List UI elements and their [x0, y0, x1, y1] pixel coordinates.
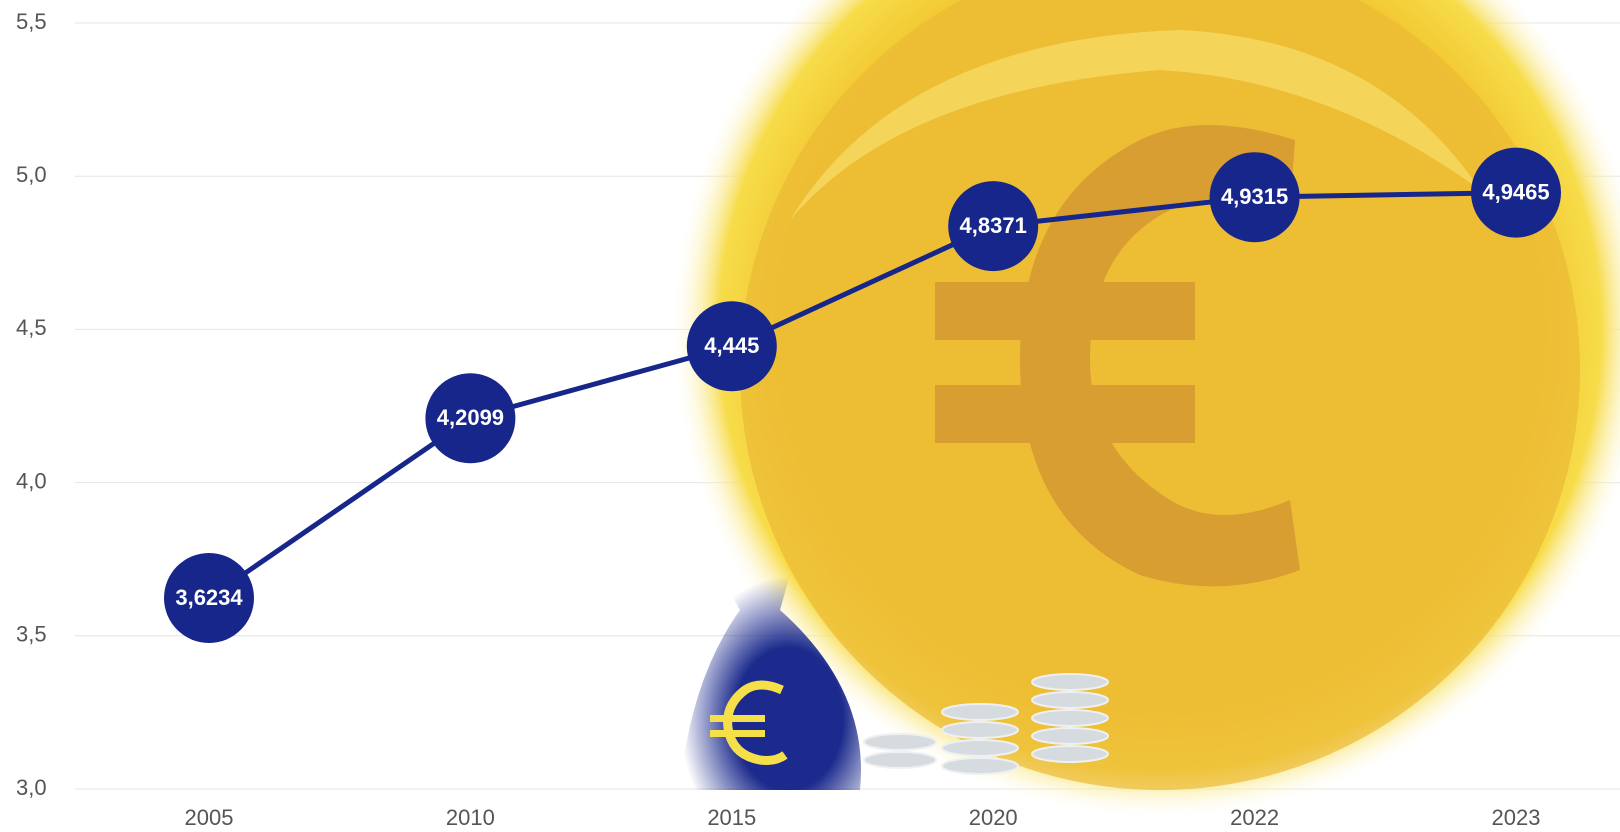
point: [686, 301, 777, 392]
value-label: 4,445: [704, 333, 759, 358]
y-tick-label: 4,5: [16, 315, 47, 340]
value-label: 4,2099: [437, 405, 504, 430]
point: [1209, 152, 1300, 243]
decoration: [670, 0, 1620, 820]
x-tick-label: 2020: [969, 805, 1018, 830]
x-tick-label: 2010: [446, 805, 495, 830]
y-tick-label: 3,5: [16, 622, 47, 647]
y-tick-label: 5,5: [16, 9, 47, 34]
point: [164, 552, 254, 643]
value-label: 4,8371: [960, 213, 1027, 238]
point: [1471, 147, 1561, 238]
y-tick-label: 5,0: [16, 162, 47, 187]
point: [425, 373, 516, 464]
x-tick-label: 2005: [185, 805, 234, 830]
point: [948, 181, 1039, 272]
y-tick-label: 3,0: [16, 775, 47, 800]
value-label: 4,9465: [1482, 179, 1549, 204]
x-tick-label: 2015: [707, 805, 756, 830]
x-tick-label: 2022: [1230, 805, 1279, 830]
value-label: 3,6234: [175, 585, 243, 610]
value-label: 4,9315: [1221, 184, 1288, 209]
x-tick-label: 2023: [1492, 805, 1541, 830]
y-tick-label: 4,0: [16, 468, 47, 493]
